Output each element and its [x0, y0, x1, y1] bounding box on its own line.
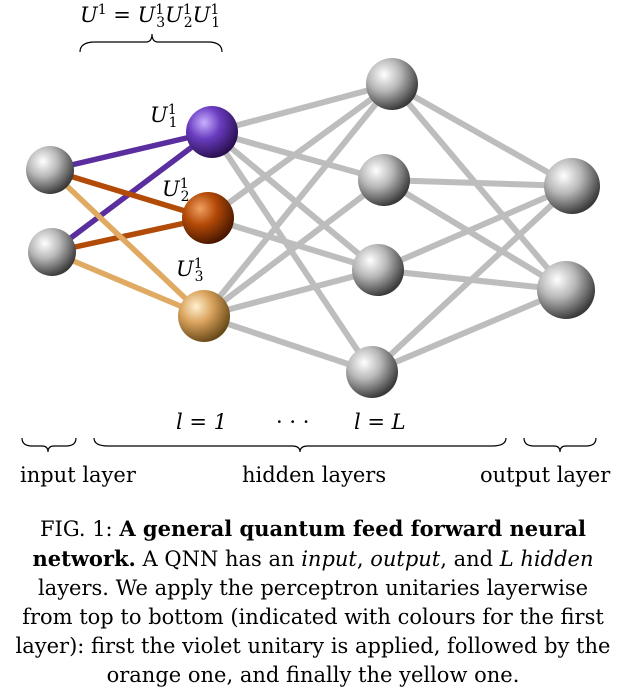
- hidden-node-4: [346, 346, 398, 398]
- unitary-label-3: U13: [176, 256, 204, 286]
- top-brace: [79, 33, 223, 53]
- caption-text-2: , and: [440, 547, 500, 571]
- hidden-node-3: [352, 244, 404, 296]
- caption-output: output: [370, 547, 441, 571]
- input-brace: [21, 437, 77, 453]
- figure-caption: FIG. 1: A general quantum feed forward n…: [14, 514, 612, 690]
- violet-node: [186, 106, 238, 158]
- orange-edge-2: [49, 215, 211, 255]
- hidden-layers-label: hidden layers: [242, 463, 387, 487]
- network-unitary-formula: U1 = U13U12U11: [80, 2, 221, 32]
- hidden-node-2: [358, 154, 410, 206]
- caption-text-1: A QNN has an: [135, 547, 302, 571]
- yellow-edge-2: [49, 249, 207, 319]
- input-node-2: [28, 228, 76, 276]
- caption-title: A general quantum feed forward neural ne…: [32, 516, 587, 571]
- output-node-1: [544, 158, 600, 214]
- qnn-network-diagram: [21, 33, 600, 453]
- layer-index-last: l = L: [354, 410, 406, 434]
- caption-input: input: [301, 547, 357, 571]
- violet-edge-1: [47, 129, 215, 173]
- violet-edge-2: [49, 129, 215, 255]
- caption-L: L: [499, 547, 514, 571]
- layer-index-dots: · · ·: [276, 410, 310, 434]
- unitary-label-1: U11: [150, 102, 178, 132]
- caption-fig-number: FIG. 1:: [39, 517, 120, 541]
- hidden-brace: [93, 437, 507, 453]
- caption-comma: ,: [356, 547, 371, 571]
- orange-edge-1: [47, 167, 211, 221]
- caption-text-3: layers. We apply the perceptron unitarie…: [15, 576, 611, 687]
- yellow-node: [178, 290, 230, 342]
- hidden-edges: [201, 81, 575, 375]
- hidden-node-1: [366, 58, 418, 110]
- output-node-2: [537, 261, 595, 319]
- output-brace: [523, 437, 597, 453]
- layer-index-first: l = 1: [176, 410, 228, 434]
- input-layer-label: input layer: [20, 463, 136, 487]
- input-node-1: [26, 146, 74, 194]
- yellow-edge-1: [47, 167, 207, 319]
- caption-hidden: hidden: [520, 547, 594, 571]
- unitary-label-2: U12: [162, 176, 190, 206]
- output-layer-label: output layer: [480, 463, 611, 487]
- orange-node: [182, 192, 234, 244]
